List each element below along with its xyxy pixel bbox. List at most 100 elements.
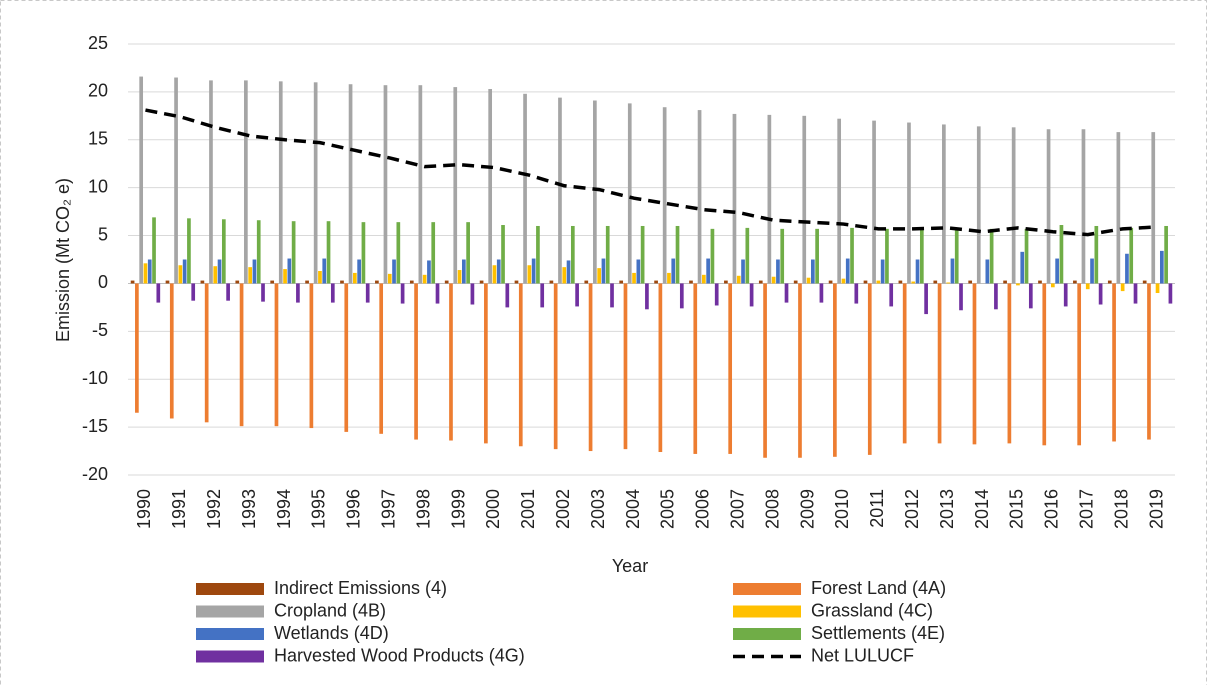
bar [833, 283, 837, 457]
bar [863, 280, 868, 284]
legend-swatch [196, 628, 264, 640]
bar [837, 118, 842, 284]
bar [706, 258, 710, 284]
x-tick-label: 1990 [134, 489, 154, 529]
legend-label: Indirect Emissions (4) [274, 578, 447, 598]
bar [514, 280, 519, 284]
bar [724, 280, 728, 284]
bar [1051, 283, 1055, 288]
bar [780, 228, 785, 284]
bar [213, 266, 218, 284]
bar [396, 222, 401, 284]
bar [959, 283, 963, 311]
bar [305, 280, 309, 284]
bar [994, 283, 998, 310]
bar [898, 280, 903, 284]
bar [527, 265, 532, 284]
bar [466, 222, 470, 284]
bar [1038, 280, 1042, 284]
bar [1112, 283, 1116, 442]
bar [937, 283, 942, 444]
bar [479, 280, 484, 284]
y-tick-label: -20 [82, 464, 108, 484]
bar [588, 283, 593, 452]
bar [802, 115, 807, 284]
bar [954, 228, 959, 284]
bar [348, 84, 353, 284]
bar [444, 280, 449, 284]
bar [470, 283, 475, 305]
bar [815, 228, 819, 284]
bar [501, 225, 505, 284]
bar [313, 82, 318, 284]
bar [1085, 283, 1090, 290]
bar [484, 283, 488, 444]
bar [658, 283, 663, 453]
bar [418, 85, 423, 284]
line [145, 108, 1158, 237]
bar [392, 259, 396, 284]
legend-label: Harvested Wood Products (4G) [274, 645, 525, 665]
bar [1159, 250, 1164, 284]
bar [1107, 280, 1112, 284]
bar [1016, 283, 1020, 286]
bar [414, 283, 418, 440]
legend-swatch [196, 605, 264, 618]
bar [449, 283, 453, 441]
bar [353, 272, 357, 284]
bar [675, 225, 680, 284]
legend-swatch [733, 583, 801, 595]
bar [400, 283, 405, 304]
bar [427, 260, 431, 284]
bar [505, 283, 510, 308]
bar [135, 283, 139, 413]
x-tick-label: 2015 [1007, 489, 1027, 529]
bar [318, 270, 322, 284]
bar [174, 77, 178, 284]
bar [1164, 225, 1168, 284]
y-tick-label: -5 [92, 320, 108, 340]
bar [1094, 225, 1099, 284]
bar [169, 283, 174, 419]
bar [1129, 227, 1134, 284]
bar [671, 258, 676, 284]
bar [1151, 132, 1156, 284]
bar [1147, 283, 1151, 440]
y-tick-label: 15 [88, 129, 108, 149]
x-tick-label: 2003 [588, 489, 608, 529]
x-tick-label: 2017 [1077, 489, 1097, 529]
bar [902, 283, 907, 444]
bar [933, 280, 938, 284]
bar [1046, 129, 1051, 284]
y-tick-label: -10 [82, 368, 108, 388]
bar [1042, 283, 1047, 446]
bar [296, 283, 300, 303]
bar [854, 283, 859, 304]
bar [553, 283, 558, 450]
bar [130, 280, 135, 284]
bar [435, 283, 440, 304]
bar [758, 280, 763, 284]
bar [1007, 283, 1012, 444]
bar [187, 218, 191, 284]
bar [1077, 283, 1082, 446]
bar [1055, 258, 1059, 284]
bar [1063, 283, 1068, 307]
bar [209, 80, 213, 284]
bar [139, 76, 144, 284]
bar [226, 283, 230, 301]
bar [457, 270, 462, 284]
bar [627, 103, 632, 284]
y-tick-label: 20 [88, 81, 108, 101]
bar [919, 228, 924, 284]
x-tick-label: 2004 [623, 489, 643, 529]
bar [645, 283, 649, 310]
bar [850, 227, 854, 284]
bar [605, 225, 610, 284]
y-tick-label: 0 [98, 272, 108, 292]
bar [989, 228, 994, 284]
bar [575, 283, 579, 307]
bar [1116, 132, 1121, 284]
